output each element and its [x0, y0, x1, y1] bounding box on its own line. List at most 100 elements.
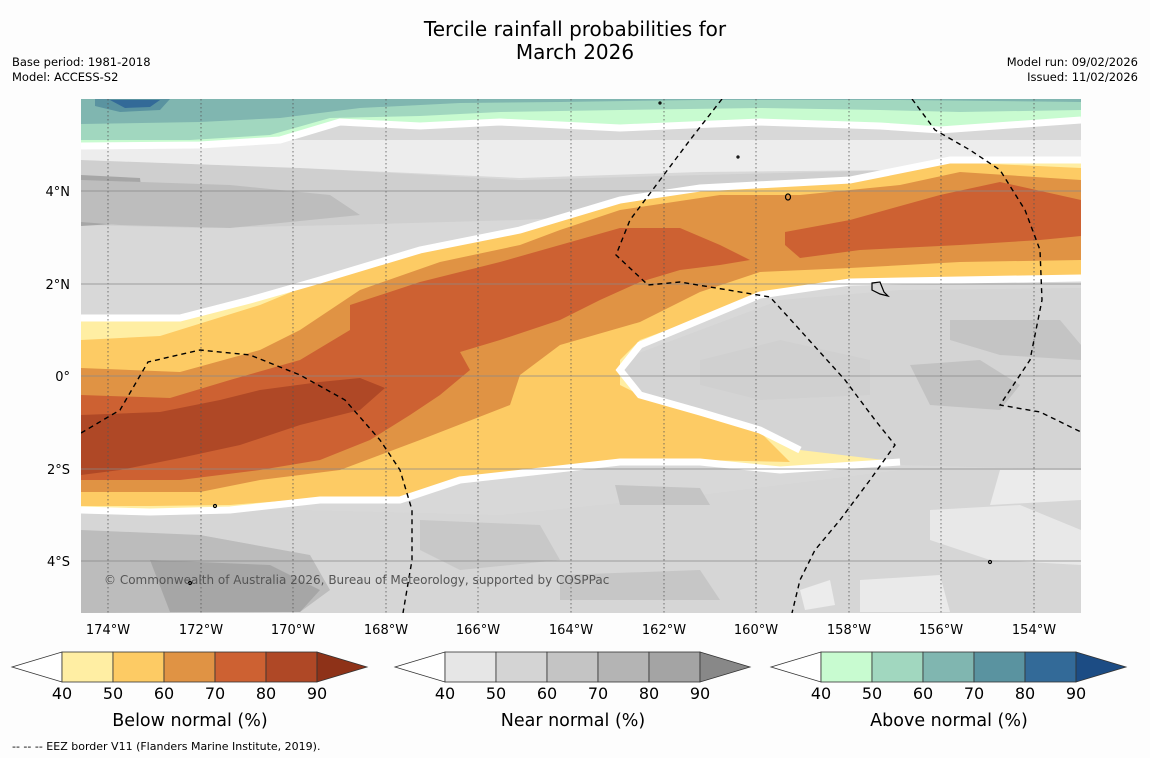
colorbar-above-normal-swatch: [820, 651, 873, 683]
above-normal-60-region: [81, 99, 1081, 124]
lon-label-172w: 172°W: [179, 623, 223, 638]
colorbar-above-normal-swatch: [973, 651, 1026, 683]
lat-label-2n: 2°N: [46, 278, 71, 293]
eez-border-west: [81, 349, 413, 613]
near-normal-40-region-south-d: [860, 575, 950, 612]
colorbar-near-normal-tick: 80: [639, 684, 659, 703]
lon-label-170w: 170°W: [271, 623, 315, 638]
meta-right: Model run: 09/02/2026 Issued: 11/02/2026: [1007, 55, 1138, 85]
near-normal-60-region-south-c: [560, 570, 720, 600]
longitude-labels: 174°W 172°W 170°W 168°W 166°W 164°W 162°…: [86, 623, 1056, 638]
near-normal-55-region-east: [700, 340, 870, 400]
island-e: [987, 559, 993, 565]
map-title: Tercile rainfall probabilities for March…: [0, 18, 1150, 64]
colorbar-below-normal-tick: 50: [103, 684, 123, 703]
colorbar-above-normal-tick: 90: [1066, 684, 1086, 703]
eez-borders: [81, 99, 1081, 613]
near-normal-60-region-south-a: [420, 520, 560, 570]
colorbar-near-normal-tick: 90: [690, 684, 710, 703]
lat-label-4n: 4°N: [46, 185, 71, 200]
near-normal-50-region-south: [81, 470, 1081, 613]
island-g: [736, 155, 740, 159]
colorbar-near-normal-label: Near normal (%): [501, 711, 646, 731]
colorbar-near-normal-swatch: [648, 651, 701, 683]
island-b: [871, 281, 890, 298]
model-text: Model: ACCESS-S2: [12, 70, 119, 84]
colorbar-above-normal-min-arrow: [769, 651, 822, 683]
near-normal-40-region-north: [81, 140, 1081, 178]
colorbar-below-normal: 40 50 60 70 80 90 Below normal (%): [10, 651, 369, 731]
colorbar-below-normal-tick: 90: [307, 684, 327, 703]
near-normal-40-region-south-b: [930, 505, 1081, 565]
colorbar-above-normal-swatch: [1024, 651, 1077, 683]
map-title-line2: March 2026: [515, 40, 635, 64]
near-normal-40-region-south-a: [990, 470, 1081, 505]
lat-label-2s: 2°S: [47, 463, 70, 478]
lon-label-174w: 174°W: [86, 623, 130, 638]
lon-label-154w: 154°W: [1012, 623, 1056, 638]
colorbar-near-normal: 40 50 60 70 80 90 Near normal (%): [393, 651, 752, 731]
latitude-labels: 4°N 2°N 0° 2°S 4°S: [46, 185, 71, 570]
base-period-text: Base period: 1981-2018: [12, 55, 151, 69]
island-d: [187, 580, 193, 586]
colorbar-above-normal: 40 50 60 70 80 90 Above normal (%): [769, 651, 1128, 731]
colorbar-below-normal-tick: 60: [154, 684, 174, 703]
colorbar-near-normal-swatch: [546, 651, 599, 683]
colorbar-above-normal-tick: 60: [913, 684, 933, 703]
below-normal-east-boundary: [615, 274, 1081, 454]
meta-left: Base period: 1981-2018 Model: ACCESS-S2: [12, 55, 151, 85]
below-normal-north-boundary: [81, 156, 1081, 322]
colorbar-above-normal-label: Above normal (%): [870, 711, 1028, 731]
colorbar-above-normal-tick: 40: [811, 684, 831, 703]
colorbar-near-normal-max-arrow: [699, 651, 752, 683]
below-normal-south-boundary: [81, 458, 901, 516]
above-normal-80-region: [110, 100, 160, 108]
model-run-text: Model run: 09/02/2026: [1006, 55, 1138, 69]
colorbar-near-normal-swatch: [597, 651, 650, 683]
lat-label-0: 0°: [55, 370, 70, 385]
lon-label-158w: 158°W: [827, 623, 871, 638]
longitude-gridlines: [107, 99, 1035, 613]
colorbar-near-normal-swatch: [495, 651, 548, 683]
colorbar-near-normal-tick: 40: [435, 684, 455, 703]
latitude-gridlines: [81, 190, 1081, 562]
colorbar-near-normal-tick: 50: [486, 684, 506, 703]
lat-label-4s: 4°S: [47, 555, 70, 570]
colorbar-near-normal-tick: 70: [588, 684, 608, 703]
island-f: [658, 101, 662, 105]
colorbar-below-normal-tick: 40: [52, 684, 72, 703]
colorbar-near-normal-min-arrow: [393, 651, 446, 683]
colorbar-below-normal-min-arrow: [10, 651, 63, 683]
islands: [187, 101, 993, 586]
colorbar-below-normal-swatch: [265, 651, 318, 683]
lon-label-162w: 162°W: [642, 623, 686, 638]
colorbar-below-normal-tick: 80: [256, 684, 276, 703]
colorbar-below-normal-swatch: [163, 651, 216, 683]
above-normal-boundary: [81, 116, 1081, 150]
probability-map: © Commonwealth of Australia 2026, Bureau…: [81, 99, 1081, 613]
colorbar-above-normal-tick: 80: [1015, 684, 1035, 703]
colorbar-above-normal-tick: 50: [862, 684, 882, 703]
eez-legend-text: -- -- -- EEZ border V11 (Flanders Marine…: [12, 740, 321, 753]
eez-border-central: [615, 99, 896, 613]
below-normal-70-region-east: [785, 182, 1081, 258]
colorbar-above-normal-swatch: [871, 651, 924, 683]
colorbar-below-normal-swatch: [61, 651, 114, 683]
colorbar-below-normal-swatch: [112, 651, 165, 683]
lon-label-164w: 164°W: [549, 623, 593, 638]
lon-label-156w: 156°W: [919, 623, 963, 638]
colorbar-above-normal-max-arrow: [1075, 651, 1128, 683]
colorbar-above-normal-swatch: [922, 651, 975, 683]
lon-label-166w: 166°W: [456, 623, 500, 638]
island-a: [784, 193, 792, 201]
copyright-text: © Commonwealth of Australia 2026, Bureau…: [104, 573, 609, 587]
lon-label-160w: 160°W: [734, 623, 778, 638]
colorbar-above-normal-tick: 70: [964, 684, 984, 703]
near-normal-60-region-south-b: [615, 485, 710, 505]
near-normal-40-region-south-c: [800, 580, 835, 610]
near-normal-60-region-east-b: [950, 320, 1081, 360]
near-normal-80-region-south: [150, 560, 320, 612]
below-normal-80-region: [81, 378, 385, 475]
near-normal-60-region-east-a: [910, 360, 1020, 410]
